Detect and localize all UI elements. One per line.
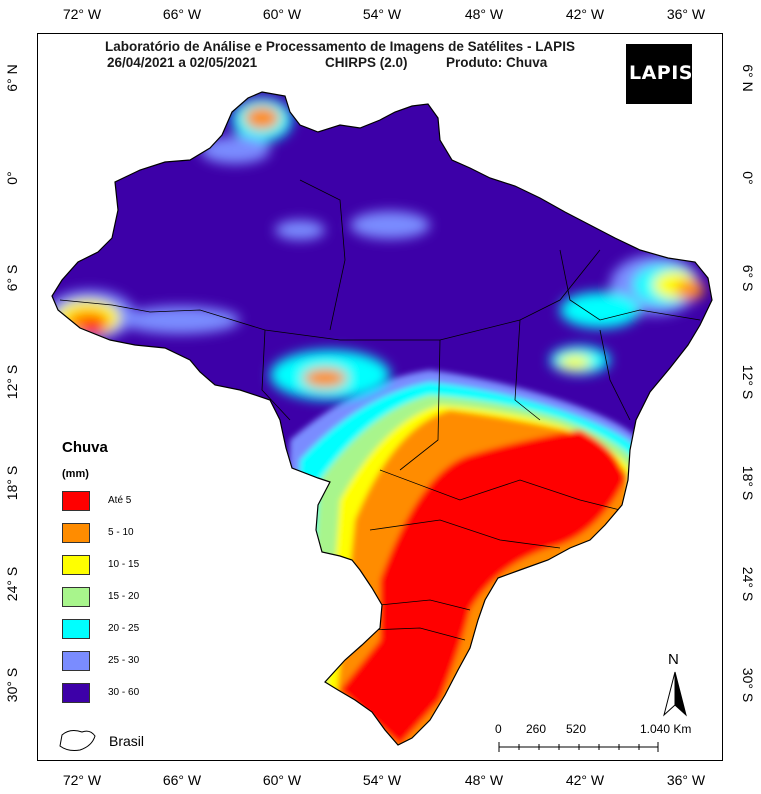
legend-title: Chuva bbox=[62, 439, 108, 456]
map-title: Laboratório de Análise e Processamento d… bbox=[105, 39, 575, 54]
lon-tick-bottom: 60° W bbox=[262, 772, 302, 788]
lon-tick-top: 66° W bbox=[162, 6, 202, 22]
north-label: N bbox=[668, 651, 679, 668]
dataset: CHIRPS (2.0) bbox=[325, 55, 408, 70]
legend-swatch bbox=[62, 651, 90, 671]
scale-label: 520 bbox=[566, 722, 587, 736]
lon-tick-top: 42° W bbox=[565, 6, 605, 22]
scale-label: 260 bbox=[526, 722, 547, 736]
legend-unit: (mm) bbox=[62, 468, 89, 480]
brasil-legend-label: Brasil bbox=[109, 733, 145, 749]
north-arrow-icon bbox=[663, 671, 687, 717]
legend-label: 20 - 25 bbox=[108, 623, 140, 634]
scale-label: 1.040 Km bbox=[640, 722, 692, 736]
scale-bar bbox=[498, 742, 659, 752]
lon-tick-bottom: 54° W bbox=[362, 772, 402, 788]
lapis-logo-text: LAPIS bbox=[629, 62, 693, 84]
legend-label: 30 - 60 bbox=[108, 687, 140, 698]
legend-label: Até 5 bbox=[108, 495, 132, 506]
legend-swatch bbox=[62, 587, 90, 607]
legend-swatch bbox=[62, 683, 90, 703]
legend-swatch bbox=[62, 491, 90, 511]
period: 26/04/2021 a 02/05/2021 bbox=[107, 55, 258, 70]
lon-tick-bottom: 42° W bbox=[565, 772, 605, 788]
legend-label: 10 - 15 bbox=[108, 559, 140, 570]
lon-tick-bottom: 66° W bbox=[162, 772, 202, 788]
legend-swatch bbox=[62, 619, 90, 639]
legend-swatch bbox=[62, 523, 90, 543]
lon-tick-bottom: 48° W bbox=[464, 772, 504, 788]
legend-swatch bbox=[62, 555, 90, 575]
lon-tick-top: 72° W bbox=[62, 6, 102, 22]
scale-label: 0 bbox=[495, 722, 502, 736]
brasil-outline-icon bbox=[59, 730, 96, 751]
lon-tick-top: 48° W bbox=[464, 6, 504, 22]
legend-label: 5 - 10 bbox=[108, 527, 134, 538]
lon-tick-top: 60° W bbox=[262, 6, 302, 22]
lon-tick-bottom: 72° W bbox=[62, 772, 102, 788]
lon-tick-top: 54° W bbox=[362, 6, 402, 22]
legend-label: 15 - 20 bbox=[108, 591, 140, 602]
lapis-logo: LAPIS bbox=[626, 44, 693, 104]
product: Produto: Chuva bbox=[446, 55, 548, 70]
lon-tick-bottom: 36° W bbox=[666, 772, 706, 788]
lon-tick-top: 36° W bbox=[666, 6, 706, 22]
legend-label: 25 - 30 bbox=[108, 655, 140, 666]
